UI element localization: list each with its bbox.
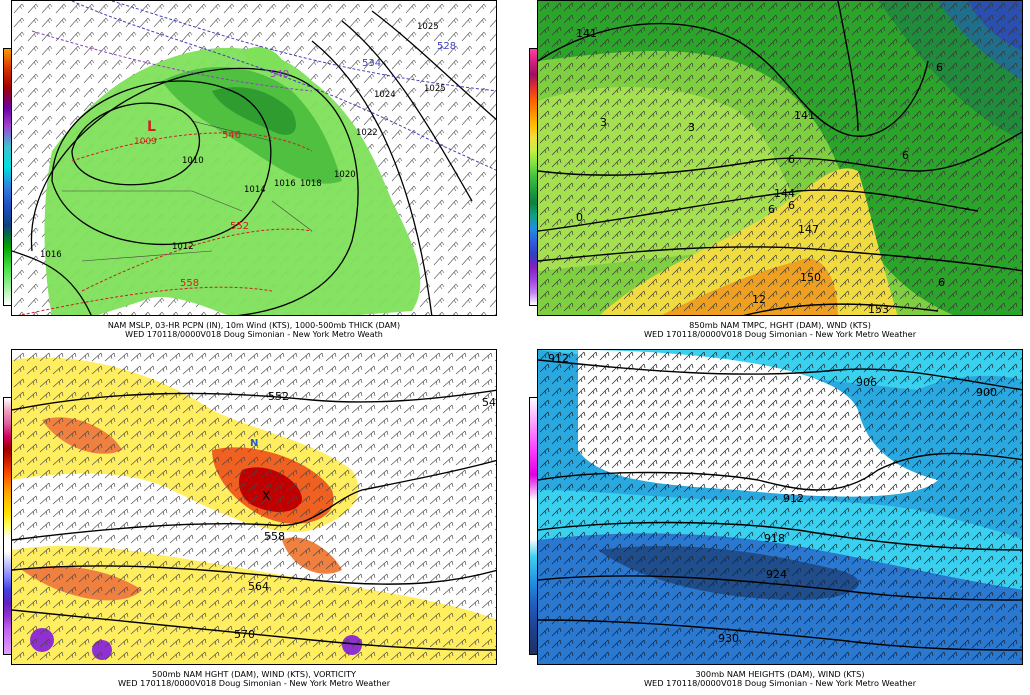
height-contour (12, 459, 496, 541)
isobar (371, 10, 496, 121)
vorticity-min-marker: N (250, 438, 258, 449)
temp-label: 3 (600, 116, 607, 129)
temp-label: 6 (938, 276, 945, 289)
height-contour (837, 1, 859, 132)
height-contour (538, 619, 1022, 651)
panel-500mb: 48 44 40 36 32 28 24 20 16 12 8 4 0 -4 -… (3, 349, 497, 695)
height-label: 912 (783, 492, 804, 505)
isobar (30, 67, 359, 315)
height-label: 153 (868, 303, 889, 316)
temp-label: 6 (788, 153, 795, 166)
pressure-label: 1012 (172, 242, 194, 252)
height-contour (538, 246, 1022, 272)
isobar (311, 40, 433, 315)
isobar (12, 250, 92, 315)
height-label: 141 (576, 27, 597, 40)
pressure-label: 1025 (424, 84, 446, 94)
map-mslp-svg: L 1009 1010 1014 1016 1018 1020 1022 102… (12, 1, 496, 315)
height-label: 912 (548, 352, 569, 365)
map-300mb-svg: 912 906 900 912 918 924 930 (538, 350, 1022, 664)
panel-300mb: 190 170 150 130 110 90 70 50 (529, 349, 1023, 695)
panel-850mb: 30 27 24 21 18 15 12 9 6 3 0 -3 -6 -9 -1… (529, 0, 1023, 346)
caption-title: 850mb NAM TMPC, HGHT (DAM), WND (KTS) (689, 320, 871, 330)
height-label: 552 (268, 390, 289, 403)
precip-area (242, 47, 287, 73)
caption-title: 500mb NAM HGHT (DAM), WIND (KTS), VORTIC… (151, 669, 357, 679)
caption-timestamp: WED 170118/0000V018 Doug Simonian - New … (643, 678, 917, 688)
pressure-label: L (147, 119, 156, 135)
thickness-label: 528 (437, 41, 456, 52)
temp-label: 6 (902, 149, 909, 162)
map-850mb-svg: 141 141 144 147 150 153 3 3 0 6 6 6 6 6 … (538, 1, 1022, 316)
precip-area (212, 87, 296, 135)
height-label: 141 (794, 109, 815, 122)
height-contour (538, 575, 1022, 601)
map-850mb: 141 141 144 147 150 153 3 3 0 6 6 6 6 6 … (537, 0, 1023, 316)
map-300mb: 912 906 900 912 918 924 930 (537, 349, 1023, 665)
height-label: 930 (718, 632, 739, 645)
height-contour (538, 131, 1022, 176)
pressure-label: 1016 (274, 179, 296, 189)
height-label: 918 (764, 532, 785, 545)
height-contour (538, 359, 1022, 391)
caption-timestamp: WED 170118/0000V018 Doug Simonian - New … (643, 329, 917, 339)
pressure-label: 1018 (300, 179, 322, 189)
vorticity-max-marker: X (262, 489, 270, 503)
temp-label: 6 (768, 203, 775, 216)
pressure-label: 1009 (134, 137, 157, 147)
height-contour (12, 565, 496, 585)
height-label: 558 (264, 530, 285, 543)
panel-mslp: 14 4.00 3.00 2.50 2.00 1.75 1.50 1.25 1.… (3, 0, 497, 346)
pressure-label: 1020 (334, 170, 356, 180)
height-label: 54 (482, 396, 496, 409)
map-mslp: L 1009 1010 1014 1016 1018 1020 1022 102… (11, 0, 497, 316)
height-label: 906 (856, 376, 877, 389)
pressure-label: 1025 (417, 22, 439, 32)
precip-area (162, 67, 342, 184)
height-label: 150 (800, 271, 821, 284)
height-label: 144 (774, 187, 795, 200)
thickness-label: 552 (230, 221, 249, 232)
pressure-label: 1024 (374, 90, 396, 100)
temp-label: 3 (688, 121, 695, 134)
map-500mb-svg: 552 558 564 570 54 X N (12, 350, 496, 664)
isobar (341, 20, 473, 202)
temp-label: 0 (576, 211, 583, 224)
pressure-label: 1016 (40, 250, 62, 260)
height-label: 924 (766, 568, 787, 581)
caption-title: 300mb NAM HEIGHTS (DAM), WIND (KTS) (695, 669, 865, 679)
pressure-label: 1010 (182, 156, 204, 166)
temp-label: 6 (788, 199, 795, 212)
height-label: 570 (234, 628, 255, 641)
height-contour (12, 389, 496, 411)
height-contour (538, 189, 979, 232)
height-contour (743, 303, 939, 315)
thickness-label: 546 (222, 130, 241, 141)
height-contour (12, 609, 496, 651)
caption-timestamp: WED 170118/0000V018 Doug Simonian - New … (125, 330, 383, 339)
caption-title: NAM MSLP, 03-HR PCPN (IN), 10m Wind (KTS… (107, 321, 401, 330)
height-contour (538, 521, 1022, 551)
thickness-label: 558 (180, 278, 199, 289)
height-contour (538, 22, 929, 137)
isobar (51, 80, 272, 245)
thickness-label: 540 (270, 69, 289, 80)
height-label: 564 (248, 580, 269, 593)
height-contour (538, 452, 1022, 491)
map-500mb: 552 558 564 570 54 X N (11, 349, 497, 665)
temp-label: 12 (752, 293, 766, 306)
precip-area (44, 47, 421, 315)
caption-timestamp: WED 170118/0000V018 Doug Simonian - New … (117, 678, 391, 688)
height-label: 900 (976, 386, 997, 399)
pressure-label: 1022 (356, 128, 378, 138)
thickness-label: 534 (362, 58, 381, 69)
temp-label: 6 (936, 61, 943, 74)
height-label: 147 (798, 223, 819, 236)
pressure-label: 1014 (244, 185, 266, 195)
